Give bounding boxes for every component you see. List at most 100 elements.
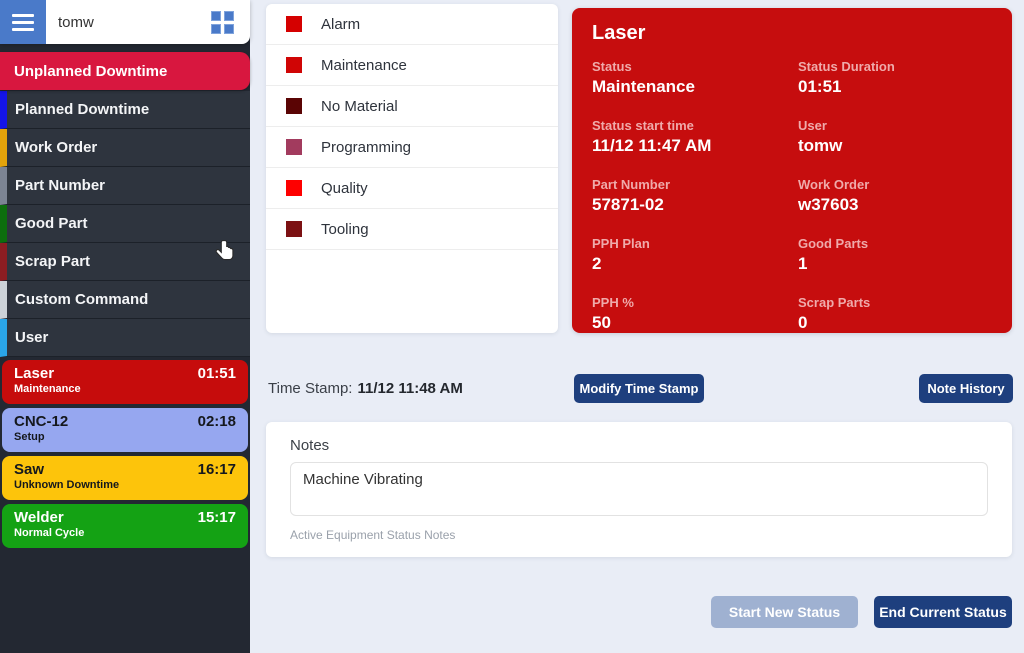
status-option-row[interactable]: Programming <box>266 127 558 168</box>
sidebar-action-label: Part Number <box>15 177 106 194</box>
sidebar-item-unplanned-downtime[interactable]: Unplanned Downtime <box>0 52 250 90</box>
field-value: tomw <box>798 136 843 155</box>
field-label: Part Number <box>592 177 671 192</box>
field-label: User <box>798 118 827 133</box>
equipment-field: User tomw <box>798 118 992 156</box>
equipment-field: PPH Plan 2 <box>592 236 786 274</box>
bottom-action-buttons: Start New Status End Current Status <box>711 596 1012 628</box>
field-label: Good Parts <box>798 236 869 251</box>
machine-time: 15:17 <box>197 509 236 526</box>
sidebar-action-label: Custom Command <box>15 291 149 308</box>
equipment-title: Laser <box>592 22 646 44</box>
sidebar-action-item[interactable]: User <box>0 319 250 357</box>
notes-textarea[interactable]: Machine Vibrating <box>290 462 988 516</box>
sidebar-action-item[interactable]: Work Order <box>0 129 250 167</box>
field-value: w37603 <box>798 195 859 214</box>
sidebar: Unplanned Downtime Planned Downtime Work… <box>0 0 250 653</box>
notes-card: Notes Machine Vibrating Active Equipment… <box>266 422 1012 557</box>
equipment-field-grid: Status Maintenance Status Duration 01:51… <box>592 59 992 333</box>
hamburger-icon <box>12 13 34 17</box>
machine-status: Setup <box>14 431 45 443</box>
equipment-field: Work Order w37603 <box>798 177 992 215</box>
username-input[interactable] <box>46 13 211 31</box>
field-value: 0 <box>798 313 808 332</box>
machine-card[interactable]: Saw 16:17 Unknown Downtime <box>2 456 248 500</box>
machine-name: Laser <box>14 365 55 382</box>
field-value: 11/12 11:47 AM <box>592 136 712 155</box>
field-label: Status <box>592 59 632 74</box>
sidebar-action-item[interactable]: Scrap Part <box>0 243 250 281</box>
equipment-field: Status Maintenance <box>592 59 786 97</box>
status-color-square-icon <box>286 221 302 237</box>
machine-card[interactable]: Welder 15:17 Normal Cycle <box>2 504 248 548</box>
sidebar-action-item[interactable]: Custom Command <box>0 281 250 319</box>
status-color-square-icon <box>286 180 302 196</box>
timestamp-label: Time Stamp: <box>268 380 353 397</box>
sidebar-action-item[interactable]: Part Number <box>0 167 250 205</box>
status-color-square-icon <box>286 98 302 114</box>
field-label: Status Duration <box>798 59 895 74</box>
machine-time: 01:51 <box>197 365 236 382</box>
apps-grid-icon[interactable] <box>211 10 234 34</box>
equipment-detail-panel: Laser Status Maintenance Status Duration… <box>572 8 1012 333</box>
notes-title: Notes <box>290 437 330 454</box>
equipment-field: Status Duration 01:51 <box>798 59 992 97</box>
sidebar-action-label: Scrap Part <box>15 253 91 270</box>
note-history-button[interactable]: Note History <box>919 374 1013 403</box>
field-value: 01:51 <box>798 77 842 96</box>
end-current-status-button[interactable]: End Current Status <box>874 596 1012 628</box>
sidebar-header <box>0 0 250 44</box>
equipment-field: Scrap Parts 0 <box>798 295 992 333</box>
field-value: 57871-02 <box>592 195 664 214</box>
status-option-label: Quality <box>321 179 368 197</box>
machine-card[interactable]: CNC-12 02:18 Setup <box>2 408 248 452</box>
status-option-row[interactable]: Tooling <box>266 209 558 250</box>
machine-list: Laser 01:51 Maintenance CNC-12 02:18 Set… <box>0 360 250 552</box>
status-color-square-icon <box>286 139 302 155</box>
field-value: 1 <box>798 254 808 273</box>
timestamp-row: Time Stamp: 11/12 11:48 AM <box>268 374 463 403</box>
hamburger-icon <box>12 27 34 31</box>
status-option-row[interactable]: Quality <box>266 168 558 209</box>
machine-time: 16:17 <box>197 461 236 478</box>
hamburger-menu-button[interactable] <box>0 0 46 44</box>
status-option-label: Programming <box>321 138 412 156</box>
field-label: Status start time <box>592 118 694 133</box>
equipment-field: Part Number 57871-02 <box>592 177 786 215</box>
status-option-row[interactable]: No Material <box>266 86 558 127</box>
machine-name: Saw <box>14 461 45 478</box>
start-new-status-button[interactable]: Start New Status <box>711 596 858 628</box>
sidebar-action-item[interactable]: Good Part <box>0 205 250 243</box>
field-value: 2 <box>592 254 602 273</box>
equipment-field: Good Parts 1 <box>798 236 992 274</box>
sidebar-action-label: User <box>15 329 49 346</box>
machine-status: Unknown Downtime <box>14 479 120 491</box>
sidebar-action-label: Good Part <box>15 215 88 232</box>
status-option-label: Alarm <box>321 15 361 33</box>
equipment-field: Status start time 11/12 11:47 AM <box>592 118 786 156</box>
status-color-square-icon <box>286 57 302 73</box>
field-label: Scrap Parts <box>798 295 871 310</box>
status-options-card: Alarm Maintenance No Material Programmin… <box>266 4 558 333</box>
machine-card[interactable]: Laser 01:51 Maintenance <box>2 360 248 404</box>
status-option-row[interactable]: Maintenance <box>266 45 558 86</box>
field-label: PPH % <box>592 295 634 310</box>
sidebar-action-label: Planned Downtime <box>15 101 150 118</box>
modify-timestamp-button[interactable]: Modify Time Stamp <box>574 374 704 403</box>
field-value: 50 <box>592 313 611 332</box>
field-value: Maintenance <box>592 77 695 96</box>
timestamp-value: 11/12 11:48 AM <box>357 380 463 397</box>
machine-time: 02:18 <box>197 413 236 430</box>
field-label: PPH Plan <box>592 236 650 251</box>
status-option-label: Tooling <box>321 220 369 238</box>
machine-status: Maintenance <box>14 383 81 395</box>
hamburger-icon <box>12 20 34 24</box>
status-option-label: No Material <box>321 97 398 115</box>
machine-status: Normal Cycle <box>14 527 85 539</box>
machine-name: CNC-12 <box>14 413 69 430</box>
notes-helper-text: Active Equipment Status Notes <box>290 528 456 542</box>
sidebar-action-item[interactable]: Planned Downtime <box>0 91 250 129</box>
sidebar-action-label: Work Order <box>15 139 98 156</box>
status-option-row[interactable]: Alarm <box>266 4 558 45</box>
